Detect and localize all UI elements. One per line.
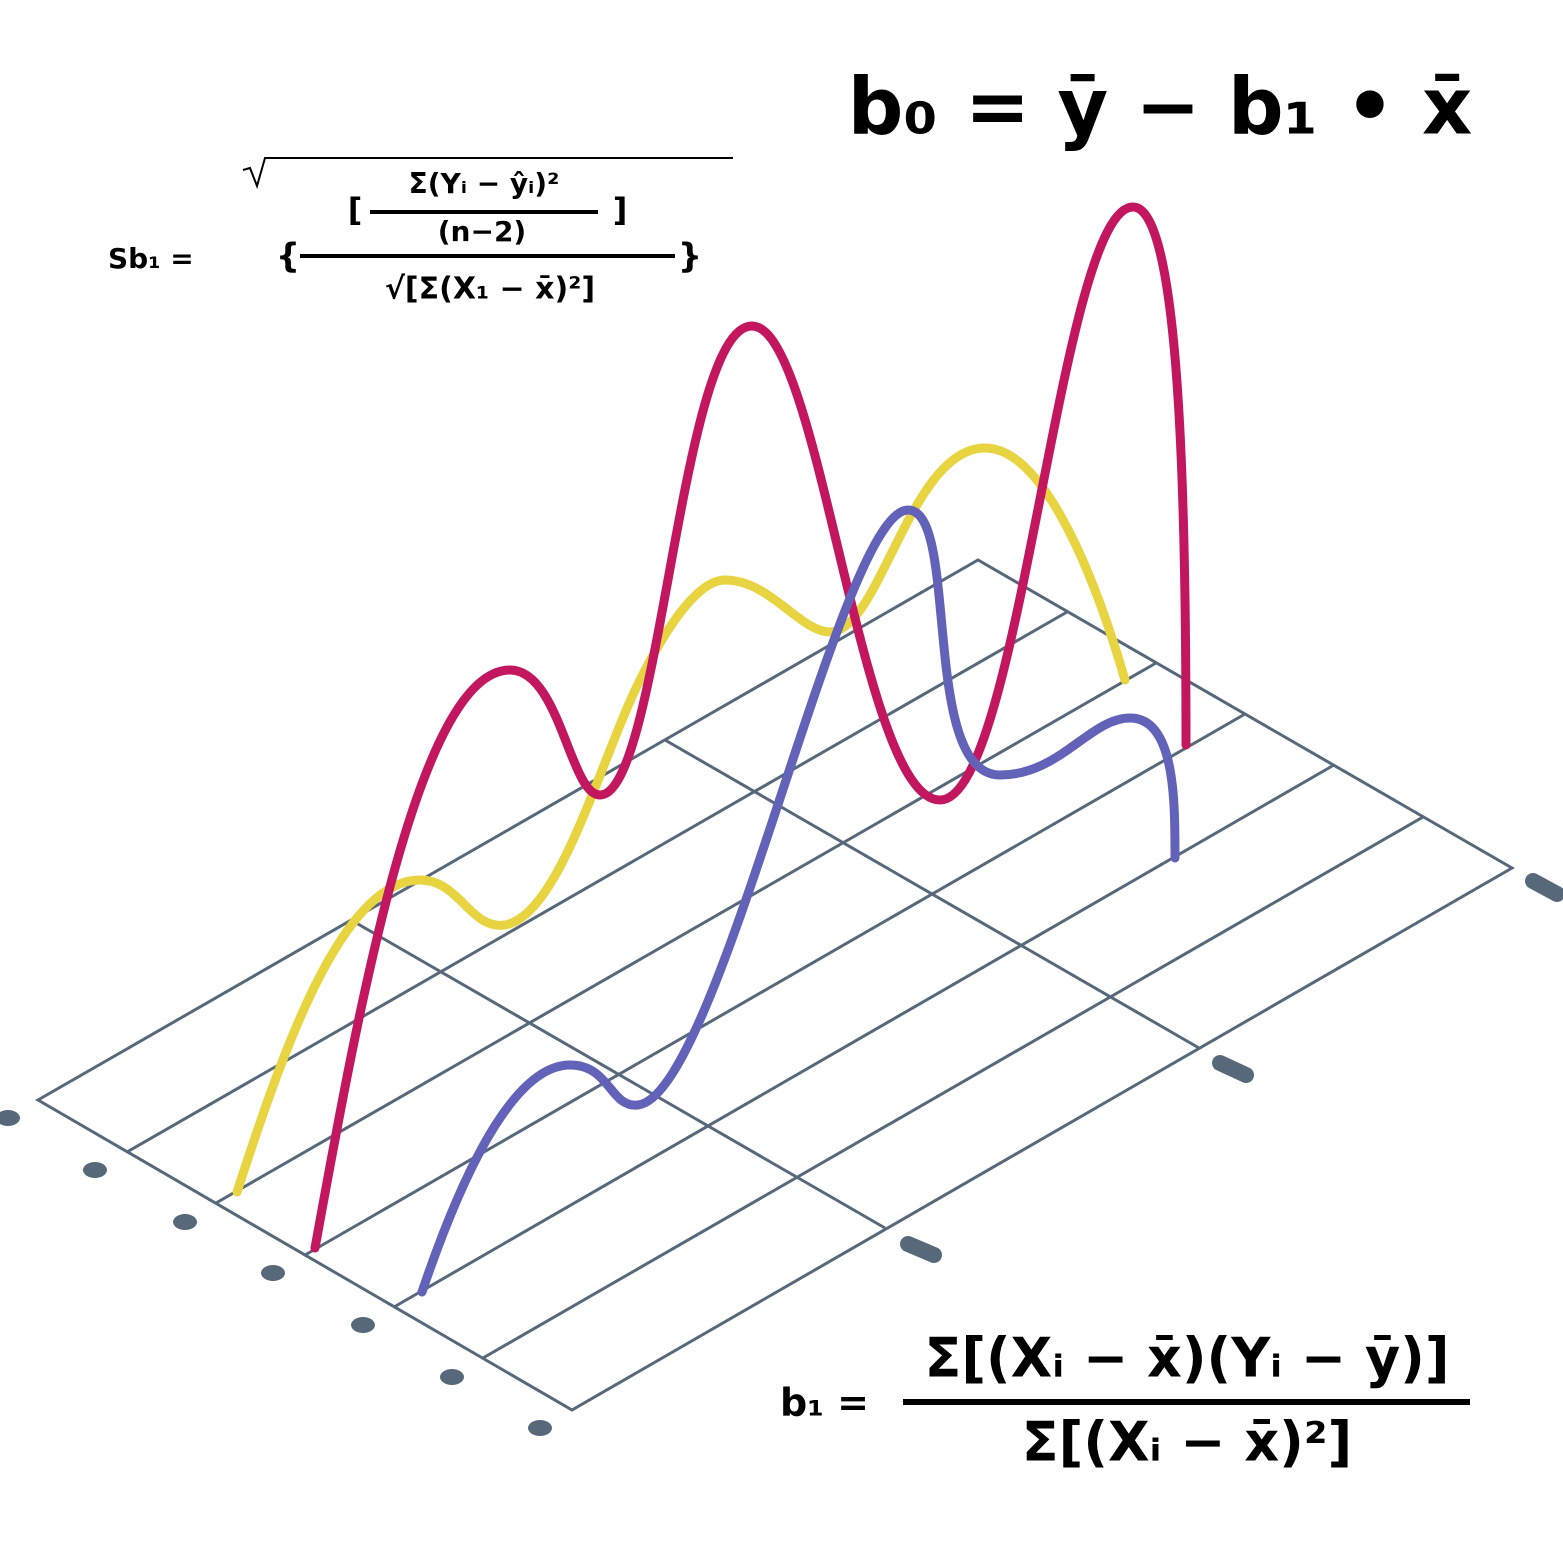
- dot: [351, 1317, 375, 1333]
- close-brace: }: [678, 237, 702, 277]
- dot: [261, 1265, 285, 1281]
- open-brace: {: [276, 237, 300, 277]
- grid-line: [393, 763, 1335, 1309]
- dash: [900, 1236, 942, 1263]
- open-bracket: [: [348, 191, 363, 229]
- axis-dashes: [900, 873, 1563, 1263]
- dot: [83, 1162, 107, 1178]
- magenta-curve: [310, 202, 1191, 1253]
- blue-curve: [417, 505, 1180, 1297]
- dot: [440, 1369, 464, 1385]
- slope-numerator: Σ[(Xᵢ − x̄)(Yᵢ − ȳ)]: [924, 1327, 1449, 1390]
- intercept-formula: b₀ = ȳ − b₁ • x̄: [848, 62, 1473, 152]
- grid-line: [482, 815, 1424, 1360]
- radical: [242, 157, 733, 190]
- dash: [1212, 1055, 1254, 1083]
- slope-lhs: b₁ =: [780, 1381, 869, 1425]
- se-lhs: Sb₁ =: [108, 242, 194, 275]
- yellow-curve: [232, 443, 1130, 1197]
- grid: [35, 558, 1516, 1412]
- close-bracket: ]: [613, 191, 628, 229]
- slope-denominator: Σ[(Xᵢ − x̄)²]: [1022, 1411, 1352, 1474]
- grid-line: [664, 738, 1200, 1050]
- dot: [173, 1214, 197, 1230]
- grid-line: [350, 918, 886, 1230]
- se-denominator: √[Σ(X₁ − x̄)²]: [385, 272, 595, 307]
- grid-line: [304, 712, 1246, 1257]
- se-numerator: Σ(Yᵢ − ŷᵢ)²: [409, 167, 560, 200]
- dash: [1525, 873, 1563, 902]
- dot: [528, 1420, 552, 1436]
- grid-line: [215, 661, 1157, 1205]
- axis-dots: [0, 1110, 552, 1436]
- dot: [0, 1110, 20, 1126]
- se-inner-denominator: (n−2): [438, 215, 526, 248]
